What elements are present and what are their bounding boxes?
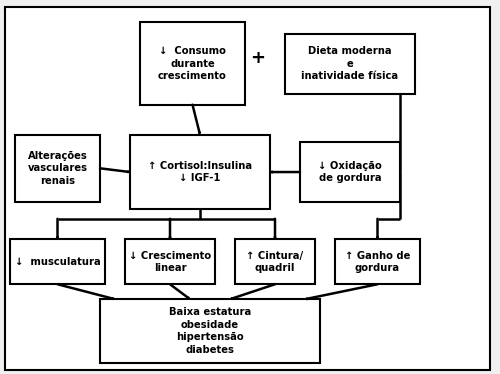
Text: Alterações
vasculares
renais: Alterações vasculares renais [28,151,88,186]
FancyBboxPatch shape [15,135,100,202]
Text: +: + [250,49,265,67]
FancyBboxPatch shape [100,299,320,363]
Text: Baixa estatura
obesidade
hipertensão
diabetes: Baixa estatura obesidade hipertensão dia… [169,307,251,355]
Text: ↑ Ganho de
gordura: ↑ Ganho de gordura [345,251,410,273]
FancyBboxPatch shape [125,239,215,284]
FancyBboxPatch shape [235,239,315,284]
FancyBboxPatch shape [285,34,415,94]
FancyBboxPatch shape [140,22,245,105]
Text: ↓ Oxidação
de gordura: ↓ Oxidação de gordura [318,161,382,183]
Text: ↑ Cintura/
quadril: ↑ Cintura/ quadril [246,251,304,273]
Text: ↓  musculatura: ↓ musculatura [14,257,100,267]
FancyBboxPatch shape [130,135,270,209]
Text: ↓ Crescimento
linear: ↓ Crescimento linear [129,251,211,273]
Text: Dieta moderna
e
inatividade física: Dieta moderna e inatividade física [302,46,398,81]
FancyBboxPatch shape [335,239,420,284]
FancyBboxPatch shape [300,142,400,202]
FancyBboxPatch shape [10,239,105,284]
Text: ↑ Cortisol:Insulina
↓ IGF-1: ↑ Cortisol:Insulina ↓ IGF-1 [148,161,252,183]
Text: ↓  Consumo
durante
crescimento: ↓ Consumo durante crescimento [158,46,227,81]
